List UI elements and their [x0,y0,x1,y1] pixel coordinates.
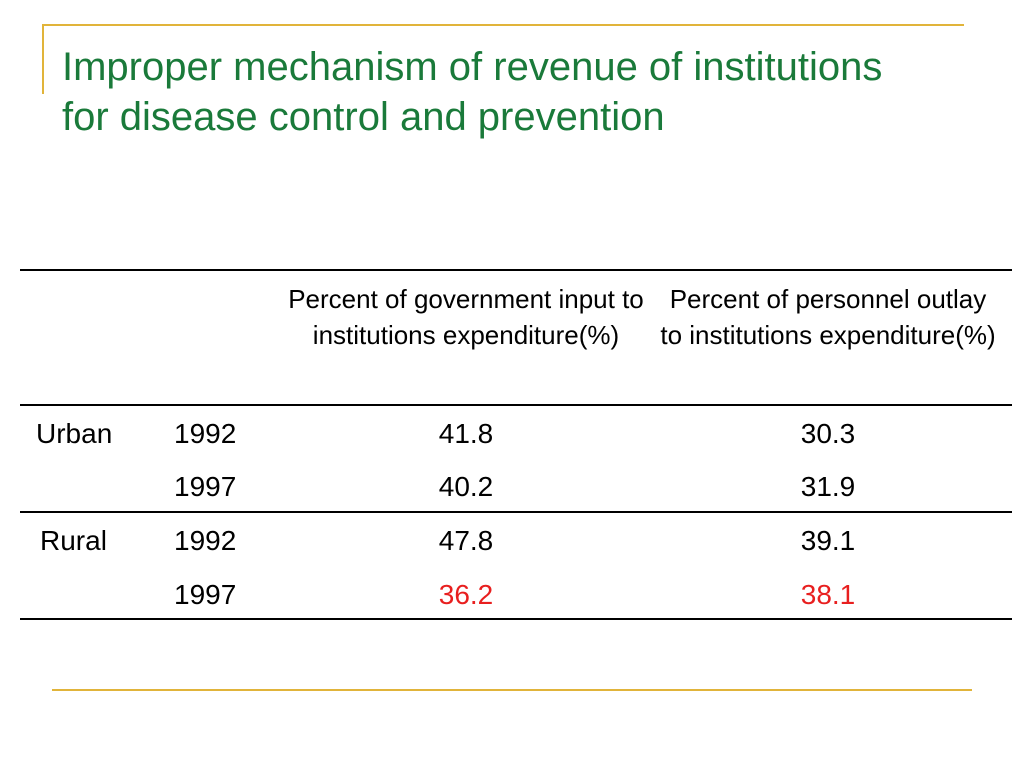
header-gov-input: Percent of government input to instituti… [288,284,644,350]
slide-title-line-2: for disease control and prevention [62,95,665,139]
cell-gov-input: 47.8 [438,525,494,556]
header-personnel-outlay: Percent of personnel outlay to instituti… [660,284,996,350]
slide-title: Improper mechanism of revenue of institu… [62,42,1012,142]
table-group-rule [20,511,1012,513]
cell-year: 1997 [174,579,237,610]
table-top-rule [20,269,1012,271]
slide-title-line-1: Improper mechanism of revenue of institu… [62,45,883,89]
cell-year: 1992 [174,525,237,556]
cell-personnel-outlay: 30.3 [800,418,856,449]
cell-region: Rural [40,525,107,556]
top-accent-rule [42,24,964,26]
cell-personnel-outlay: 31.9 [800,471,856,502]
cell-year: 1992 [174,418,237,449]
cell-personnel-outlay-highlight: 38.1 [800,579,856,610]
cell-personnel-outlay: 39.1 [800,525,856,556]
cell-gov-input: 41.8 [438,418,494,449]
table-bottom-rule [20,618,1012,620]
cell-gov-input: 40.2 [438,471,494,502]
cell-gov-input-highlight: 36.2 [438,579,494,610]
left-accent-rule [42,24,44,94]
bottom-accent-rule [52,689,972,691]
cell-year: 1997 [174,471,237,502]
table-header-rule [20,404,1012,406]
cell-region: Urban [36,418,113,449]
